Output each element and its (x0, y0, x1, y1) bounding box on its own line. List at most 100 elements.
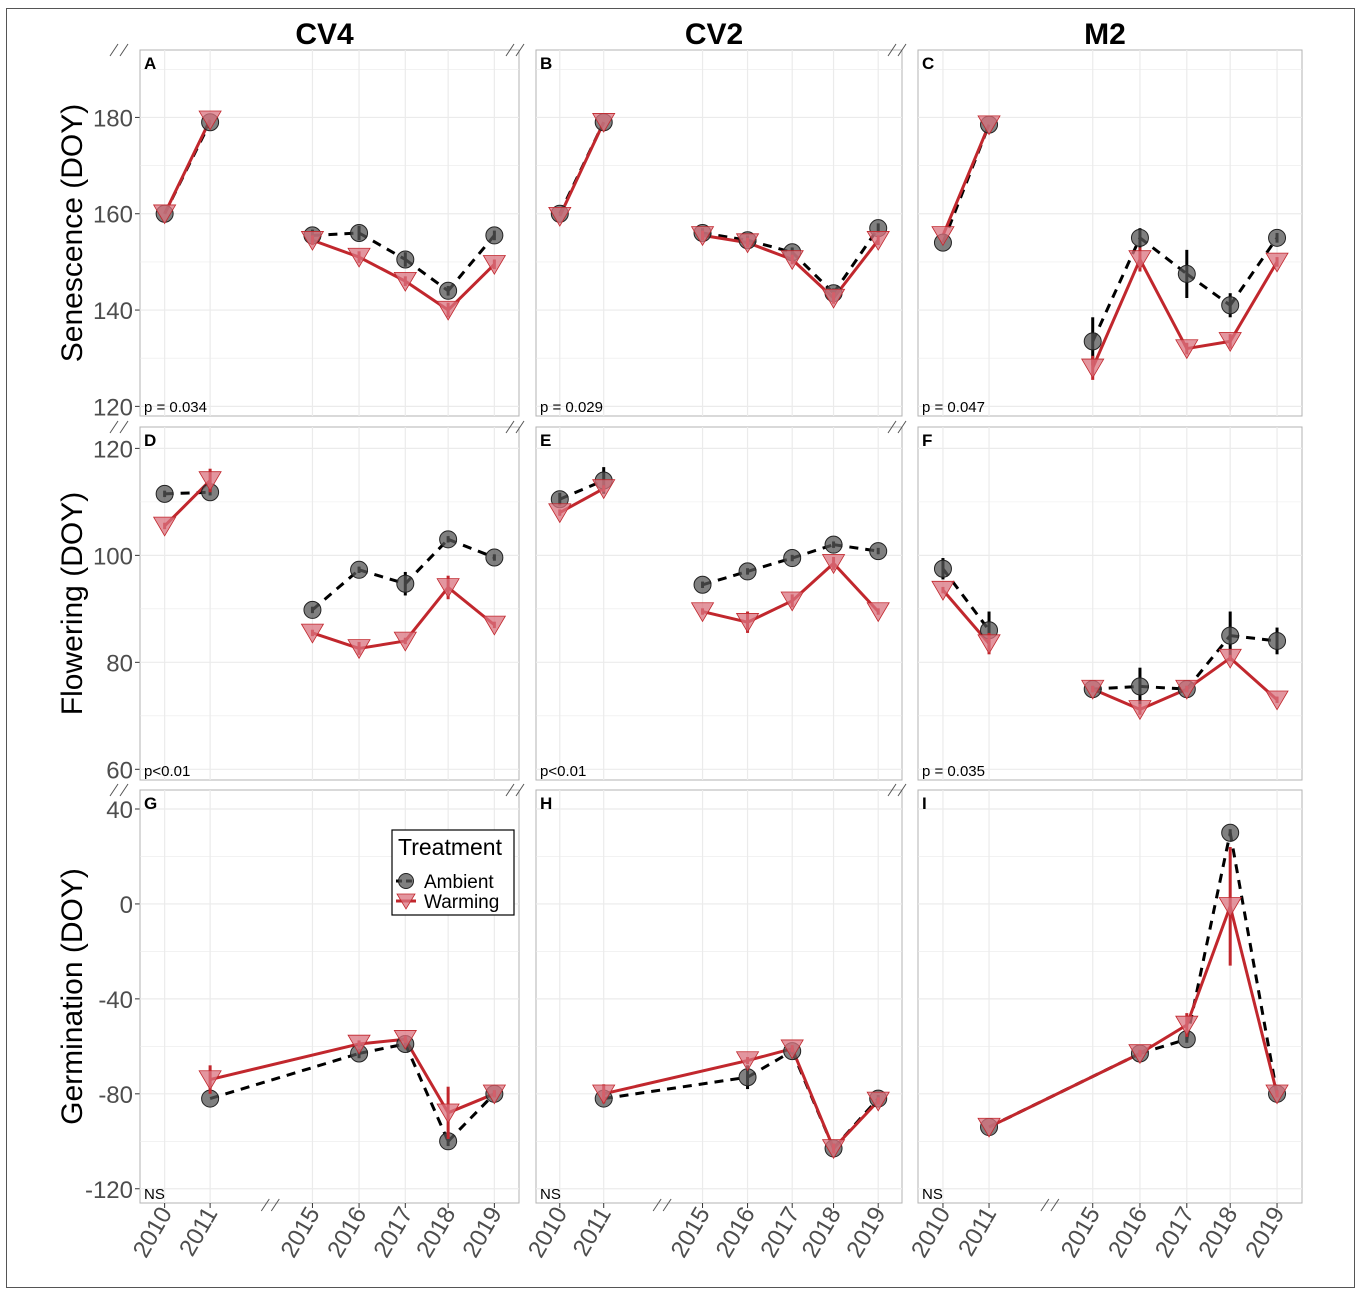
p-value-label: p<0.01 (540, 763, 586, 780)
ambient-line-segment (832, 227, 880, 295)
x-tick-label: 2018 (1193, 1203, 1243, 1263)
panel-background (139, 426, 520, 781)
x-tick-label: 2011 (568, 1203, 617, 1261)
ambient-point (485, 548, 504, 567)
ambient-point (303, 600, 322, 619)
warming-point (1218, 897, 1242, 917)
warming-point (198, 110, 222, 131)
axis-break-mark (270, 1198, 280, 1212)
panel-f: Fp = 0.035 (887, 420, 1303, 781)
x-tick-label: 2011 (174, 1203, 223, 1261)
warming-line-segment (1228, 905, 1279, 1095)
ambient-line-segment (403, 1043, 450, 1142)
x-tick-label: 2019 (457, 1203, 507, 1263)
x-tick-label: 2017 (1150, 1203, 1200, 1263)
warming-point (592, 1084, 616, 1105)
warming-point (931, 580, 955, 601)
warming-point (198, 1070, 222, 1091)
y-tick-label: 40 (106, 797, 133, 824)
warming-point (1175, 679, 1199, 700)
warming-point (1265, 252, 1289, 273)
warming-point (436, 1103, 460, 1124)
y-tick-label: 120 (93, 394, 133, 421)
ambient-line-segment (603, 1075, 748, 1101)
ambient-line-segment (1228, 832, 1279, 1095)
ambient-line-segment (1091, 237, 1142, 342)
axis-break-mark (652, 1198, 662, 1212)
x-tick-label: 2010 (523, 1203, 573, 1263)
x-tick-label: 2016 (1103, 1203, 1153, 1263)
warming-line-segment (163, 119, 212, 215)
warming-line-segment (209, 1042, 360, 1082)
axis-break-mark (109, 43, 119, 57)
warming-point (780, 591, 804, 612)
axis-break-mark (897, 783, 907, 797)
y-tick-label: 180 (93, 105, 133, 132)
warming-line-segment (603, 1059, 748, 1096)
warming-point (735, 1051, 760, 1072)
ambient-point (1083, 332, 1102, 351)
warming-line-segment (558, 121, 606, 217)
ambient-point (1221, 626, 1240, 645)
warming-point (821, 554, 846, 575)
warming-point (977, 634, 1001, 655)
ambient-point (1130, 677, 1149, 696)
panel-background (917, 426, 1303, 781)
warming-line-segment (941, 124, 991, 236)
p-value-label: NS (144, 1186, 165, 1203)
panel-letter: C (922, 54, 934, 73)
warming-point (300, 231, 325, 251)
legend-warming-label: Warming (424, 892, 499, 913)
ambient-line-segment (404, 538, 450, 585)
x-tick-label: 2017 (368, 1203, 418, 1263)
panel-background (917, 49, 1303, 417)
axis-break-mark (662, 1198, 672, 1212)
y-tick-label: -120 (85, 1177, 133, 1204)
p-value-label: p = 0.035 (922, 763, 985, 780)
warming-point (866, 231, 890, 251)
warming-point (482, 255, 507, 275)
legend-ambient-marker (398, 873, 414, 889)
ambient-point (155, 484, 174, 503)
warming-line-segment (358, 639, 406, 650)
warming-line-segment (1186, 339, 1231, 351)
panel-background (917, 789, 1303, 1204)
x-tick-label: 2017 (755, 1203, 805, 1263)
y-tick-label: 80 (106, 650, 133, 677)
panel-c: Cp = 0.047 (887, 43, 1303, 417)
warming-point (690, 602, 715, 623)
column-title-cv2: CV2 (685, 18, 743, 51)
warming-point (393, 271, 417, 292)
warming-point (592, 479, 616, 500)
warming-point (1218, 332, 1242, 353)
warming-point (436, 300, 460, 321)
x-tick-label: 2015 (276, 1203, 326, 1263)
warming-line-segment (1185, 905, 1232, 1026)
warming-point (548, 206, 572, 227)
warming-point (735, 613, 760, 633)
x-tick-label: 2019 (1240, 1203, 1290, 1263)
axis-break-mark (887, 783, 897, 797)
ambient-point (396, 250, 415, 269)
ambient-point (1268, 631, 1287, 650)
x-tick-label: 2010 (906, 1203, 956, 1263)
warming-point (152, 516, 177, 537)
warming-point (347, 247, 371, 268)
warming-line-segment (988, 1052, 1141, 1129)
axis-break-mark (119, 783, 129, 797)
ambient-line-segment (941, 124, 991, 244)
warming-point (393, 631, 417, 652)
axis-break-mark (897, 43, 907, 57)
x-tick-label: 2016 (322, 1203, 372, 1263)
p-value-label: p = 0.047 (922, 399, 985, 416)
warming-line-segment (404, 1038, 450, 1114)
axis-break-mark (109, 420, 119, 434)
x-tick-label: 2018 (411, 1203, 461, 1263)
ambient-point (1268, 228, 1287, 247)
ambient-point (738, 562, 757, 581)
warming-line-segment (1138, 258, 1189, 350)
